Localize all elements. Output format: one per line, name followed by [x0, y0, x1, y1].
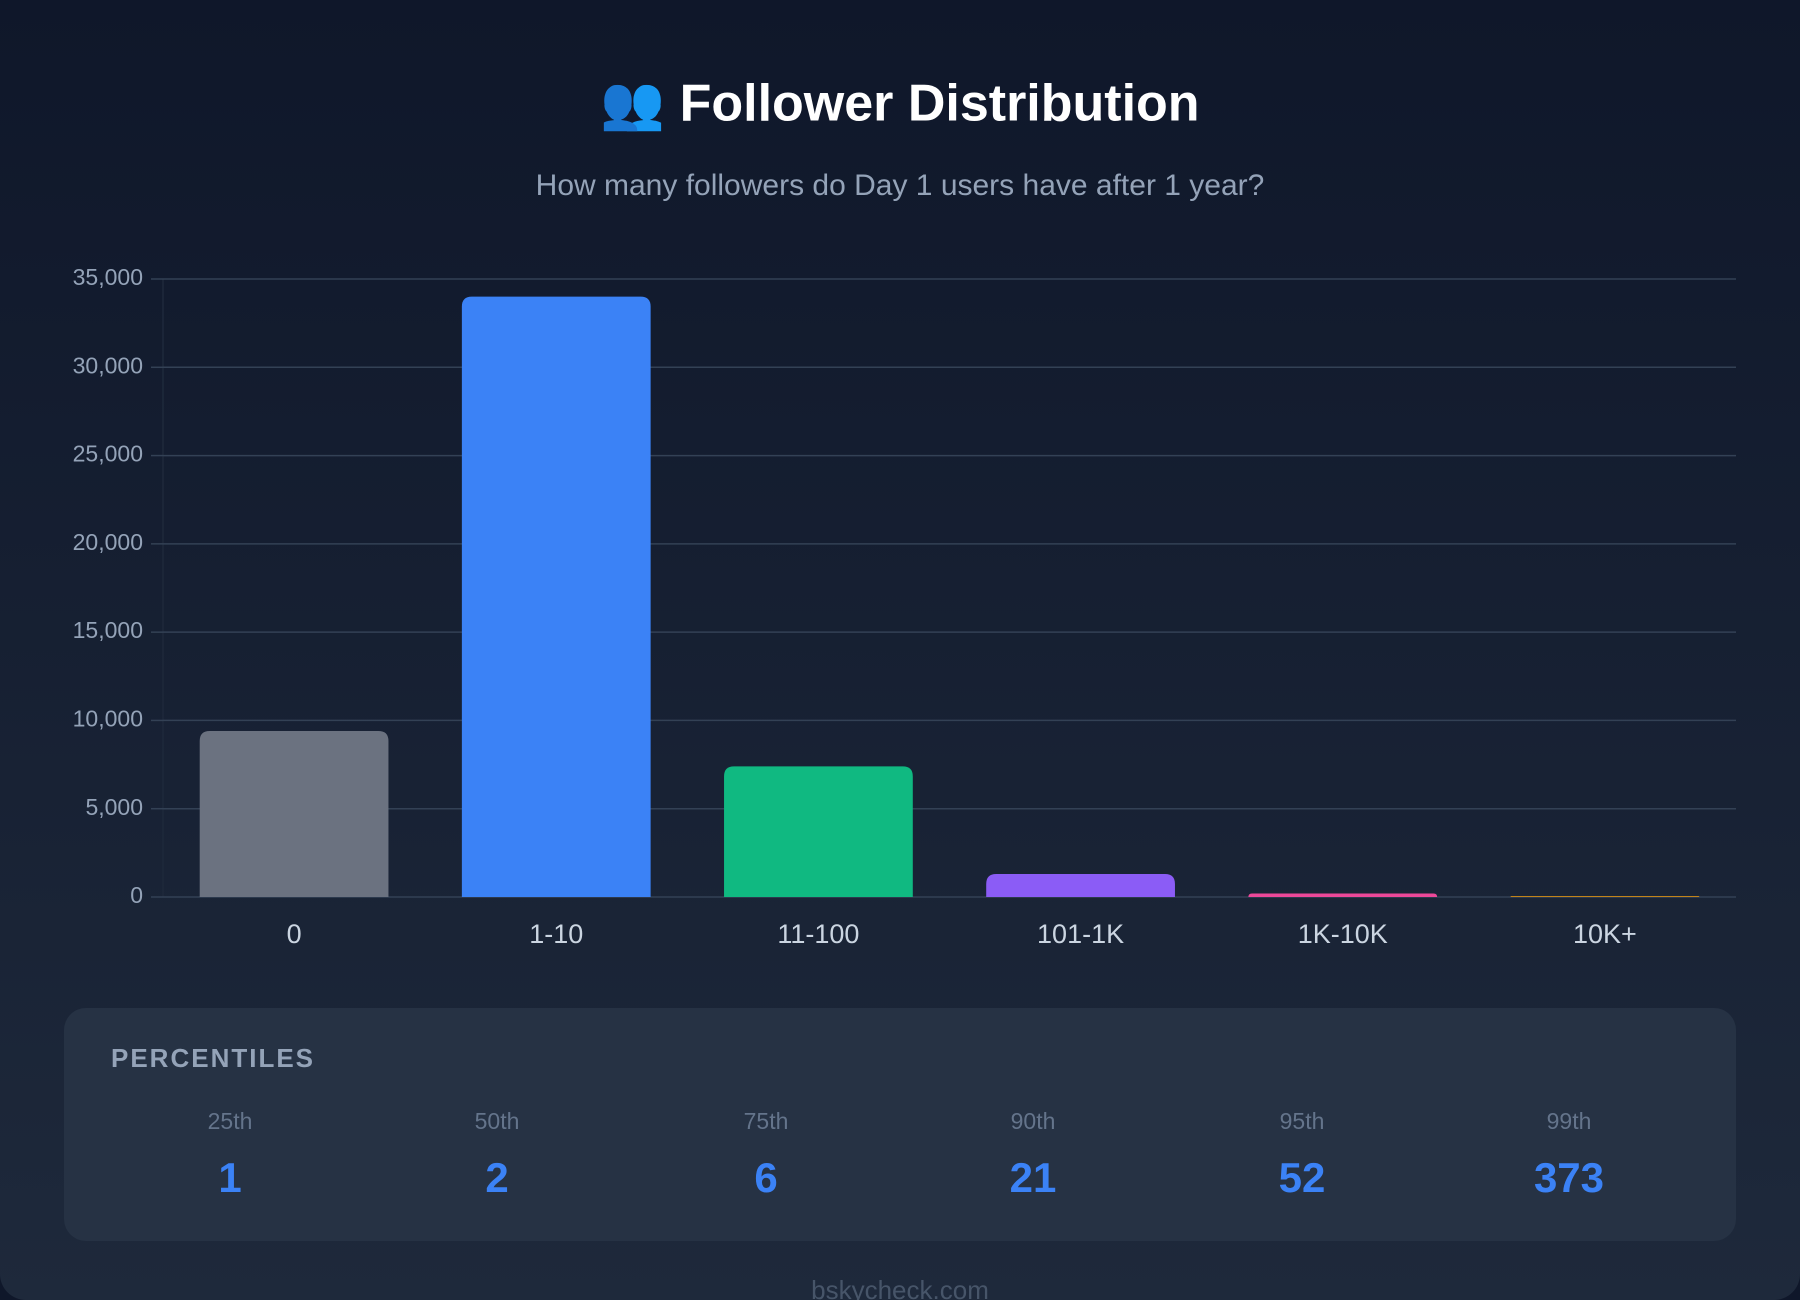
- percentiles-panel: [64, 1008, 1736, 1241]
- y-tick-label: 35,000: [73, 264, 143, 290]
- x-tick-label: 1-10: [529, 919, 583, 949]
- x-tick-label: 11-100: [777, 919, 859, 949]
- percentile-value: 21: [1010, 1154, 1057, 1201]
- bar: [461, 296, 651, 898]
- percentile-value: 52: [1279, 1154, 1326, 1201]
- percentiles-title: PERCENTILES: [111, 1043, 315, 1073]
- y-tick-label: 15,000: [73, 617, 143, 643]
- percentile-label: 75th: [744, 1108, 789, 1134]
- percentile-label: 99th: [1547, 1108, 1592, 1134]
- chart-subtitle: How many followers do Day 1 users have a…: [536, 169, 1265, 202]
- bar: [1248, 893, 1438, 897]
- percentile-value: 2: [485, 1154, 508, 1201]
- percentile-label: 50th: [475, 1108, 520, 1134]
- percentile-label: 95th: [1280, 1108, 1325, 1134]
- bar: [199, 731, 389, 897]
- x-tick-label: 10K+: [1573, 919, 1637, 949]
- y-tick-label: 30,000: [73, 352, 143, 378]
- percentile-label: 25th: [208, 1108, 253, 1134]
- bar: [986, 874, 1175, 897]
- y-tick-label: 10,000: [73, 706, 143, 732]
- x-tick-label: 0: [287, 919, 302, 949]
- x-tick-label: 101-1K: [1037, 919, 1124, 949]
- chart-title: 👥 Follower Distribution: [600, 75, 1199, 133]
- y-tick-label: 5,000: [85, 794, 143, 820]
- footer: bskycheck.com: [811, 1275, 989, 1300]
- percentile-value: 6: [754, 1154, 777, 1201]
- percentile-label: 90th: [1011, 1108, 1056, 1134]
- percentile-value: 1: [218, 1154, 241, 1201]
- bar: [1510, 896, 1700, 897]
- bar: [724, 766, 913, 897]
- x-tick-label: 1K-10K: [1298, 919, 1388, 949]
- y-tick-label: 25,000: [73, 441, 143, 467]
- y-tick-label: 20,000: [73, 529, 143, 555]
- percentile-value: 373: [1534, 1154, 1604, 1201]
- y-tick-label: 0: [130, 882, 143, 908]
